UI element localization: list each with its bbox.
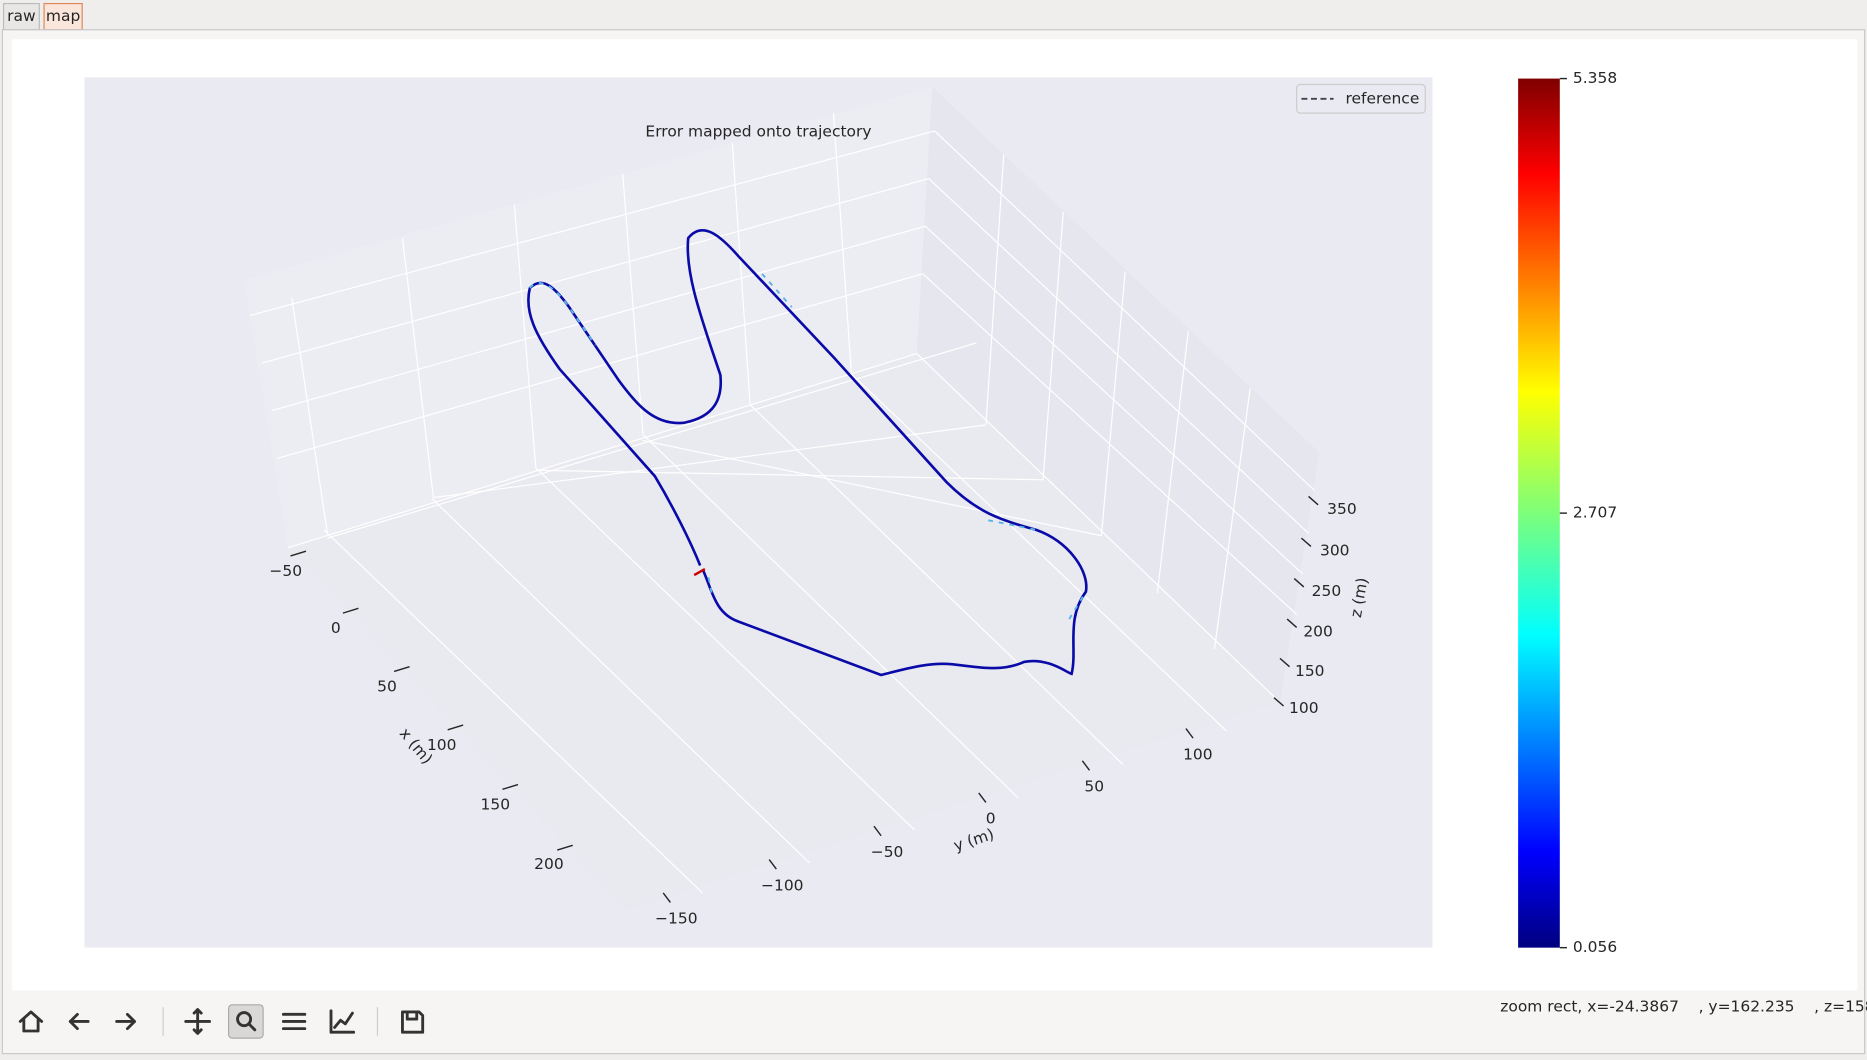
tab-label[interactable]: map	[46, 7, 80, 25]
zoom-icon-handle	[247, 1022, 257, 1032]
x-tick-label: 100	[427, 736, 457, 754]
z-tick-label: 200	[1303, 623, 1333, 641]
x-tick-label: 200	[534, 855, 564, 873]
y-tick-label: −100	[761, 876, 804, 894]
status-text: zoom rect, x=-24.3867 , y=162.235 , z=15…	[1500, 998, 1867, 1016]
home-button[interactable]	[18, 1010, 44, 1033]
x-tick-label: 50	[377, 677, 397, 695]
toolbar	[18, 1004, 425, 1039]
z-tick-label: 250	[1312, 582, 1342, 600]
pan-button[interactable]	[184, 1008, 211, 1035]
x-tick-label: 150	[481, 795, 511, 813]
y-tick-label: −50	[871, 843, 904, 861]
colorbar-tick-label: 0.056	[1573, 938, 1617, 956]
y-tick-label: 50	[1084, 777, 1104, 795]
pane-xz	[244, 86, 933, 548]
colorbar-tick-label: 2.707	[1573, 504, 1617, 522]
edit-button[interactable]	[329, 1009, 356, 1034]
tab-active[interactable]	[43, 2, 83, 31]
y-tick-label: −150	[655, 910, 698, 928]
x-ticks	[290, 550, 573, 851]
z-tick-label: 150	[1295, 662, 1325, 680]
forward-button[interactable]	[115, 1012, 136, 1031]
y-tick-label: 100	[1183, 745, 1213, 763]
y-tick-label: 0	[986, 810, 996, 828]
pane-yz	[916, 86, 1320, 703]
y-ticks	[662, 728, 1194, 903]
x-tick-label: −50	[269, 562, 302, 580]
trajectory	[527, 228, 1088, 677]
zoom-button[interactable]	[228, 1004, 264, 1039]
zoom-icon	[236, 1011, 253, 1028]
configure-button[interactable]	[281, 1012, 307, 1031]
plot-title: Error mapped onto trajectory	[645, 123, 871, 141]
z-tick-label: 100	[1289, 699, 1319, 717]
colorbar-tick-label: 5.358	[1573, 69, 1617, 87]
colorbar	[1518, 78, 1560, 948]
pane-floor	[288, 353, 1280, 911]
legend-label: reference	[1345, 89, 1419, 107]
legend	[1296, 83, 1426, 114]
z-ticks	[1273, 495, 1319, 707]
colorbar-ticks	[1559, 77, 1567, 949]
grid	[249, 113, 1315, 894]
z-tick-label: 300	[1320, 542, 1350, 560]
tab[interactable]	[2, 2, 40, 31]
x-tick-label: 0	[331, 619, 341, 637]
trajectory-highlight	[529, 273, 1087, 620]
z-tick-label: 350	[1327, 500, 1357, 518]
trajectory-start	[693, 568, 706, 577]
tab-label[interactable]: raw	[7, 7, 36, 25]
back-button[interactable]	[68, 1012, 90, 1031]
save-button[interactable]	[401, 1010, 425, 1034]
